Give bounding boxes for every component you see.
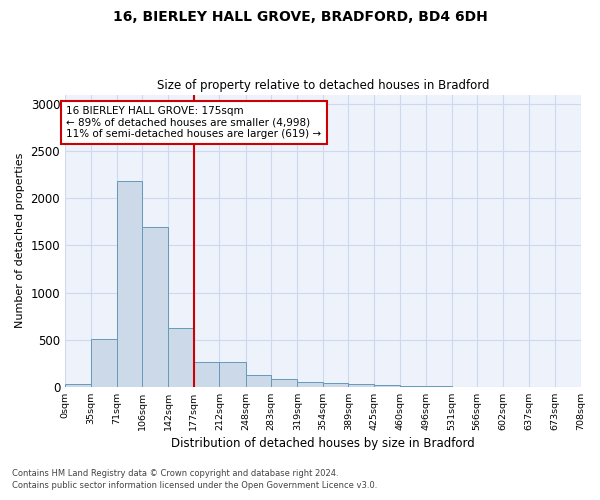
Bar	[245, 375, 271, 387]
Bar	[374, 385, 400, 387]
Bar	[323, 383, 348, 387]
Text: 16 BIERLEY HALL GROVE: 175sqm
← 89% of detached houses are smaller (4,998)
11% o: 16 BIERLEY HALL GROVE: 175sqm ← 89% of d…	[67, 106, 322, 139]
Y-axis label: Number of detached properties: Number of detached properties	[15, 153, 25, 328]
Bar	[348, 384, 374, 387]
X-axis label: Distribution of detached houses by size in Bradford: Distribution of detached houses by size …	[171, 437, 475, 450]
Bar	[297, 382, 323, 387]
Bar	[117, 181, 142, 387]
Bar	[65, 384, 91, 387]
Bar	[142, 226, 169, 387]
Title: Size of property relative to detached houses in Bradford: Size of property relative to detached ho…	[157, 79, 489, 92]
Bar	[169, 328, 194, 387]
Bar	[91, 338, 117, 387]
Bar	[194, 362, 220, 387]
Bar	[220, 362, 245, 387]
Text: 16, BIERLEY HALL GROVE, BRADFORD, BD4 6DH: 16, BIERLEY HALL GROVE, BRADFORD, BD4 6D…	[113, 10, 487, 24]
Bar	[271, 380, 297, 387]
Text: Contains HM Land Registry data © Crown copyright and database right 2024.
Contai: Contains HM Land Registry data © Crown c…	[12, 468, 377, 490]
